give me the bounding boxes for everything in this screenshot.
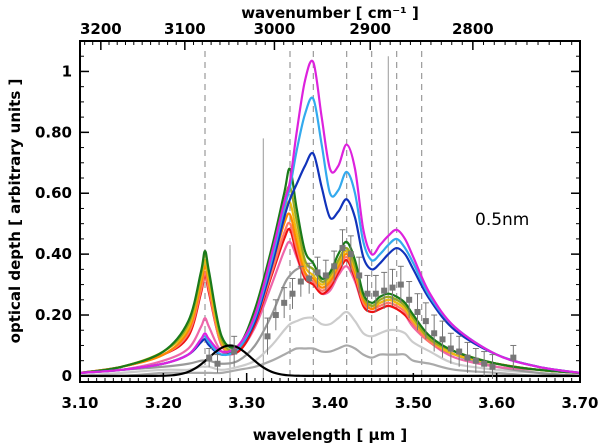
point-marker	[322, 272, 329, 279]
observed-points	[206, 229, 517, 379]
observed-point-24	[439, 320, 446, 358]
observed-point-13	[347, 235, 354, 273]
observed-point-6	[289, 277, 296, 309]
point-marker	[339, 245, 346, 252]
series-line-dark-green	[79, 167, 581, 374]
point-marker	[481, 360, 488, 367]
point-marker	[447, 345, 454, 352]
observed-point-21	[414, 293, 421, 331]
series-line-navy	[79, 151, 581, 374]
top-tick-label-1: 3100	[164, 20, 206, 38]
x-tick-label-6: 3.70	[561, 394, 598, 412]
point-marker	[422, 318, 429, 325]
observed-point-0	[206, 348, 213, 367]
x-tick-label-3: 3.40	[311, 394, 348, 412]
observed-point-18	[389, 268, 396, 306]
observed-point-22	[422, 302, 429, 340]
series-line-gray-3	[79, 344, 581, 378]
observed-point-31	[510, 344, 517, 370]
top-tick-label-0: 3200	[80, 20, 122, 38]
top-tick-label-2: 3000	[254, 20, 296, 38]
observed-point-17	[381, 271, 388, 309]
top-tick-label-4: 2800	[452, 20, 494, 38]
point-marker	[289, 290, 296, 297]
observed-point-8	[306, 262, 313, 294]
point-marker	[414, 308, 421, 315]
point-marker	[431, 330, 438, 337]
observed-point-7	[297, 265, 304, 297]
point-marker	[306, 275, 313, 282]
observed-point-23	[431, 314, 438, 352]
point-marker	[281, 299, 288, 306]
point-marker	[206, 354, 213, 361]
point-marker	[397, 281, 404, 288]
series-line-gray-2	[79, 310, 581, 378]
x-tick-label-1: 3.20	[145, 394, 182, 412]
point-marker	[314, 269, 321, 276]
top-axis-title: wavenumber [ cm⁻¹ ]	[241, 4, 419, 22]
point-marker	[489, 363, 496, 370]
point-marker	[231, 348, 238, 355]
point-marker	[272, 312, 279, 319]
point-marker	[214, 360, 221, 367]
point-marker	[456, 348, 463, 355]
observed-point-2	[231, 335, 238, 367]
y-tick-label-4: 0.80	[35, 123, 72, 141]
x-tick-label-5: 3.60	[478, 394, 515, 412]
y-tick-label-3: 0.60	[35, 184, 72, 202]
point-marker	[347, 251, 354, 258]
observed-point-19	[397, 265, 404, 303]
y-tick-label-5: 1	[62, 62, 72, 80]
y-tick-label-1: 0.20	[35, 306, 72, 324]
point-marker	[264, 333, 271, 340]
point-marker	[389, 284, 396, 291]
observed-point-9	[314, 256, 321, 288]
axis-ticks	[79, 41, 581, 382]
point-marker	[406, 296, 413, 303]
observed-point-30	[489, 354, 496, 379]
y-axis-title: optical depth [ arbitrary units ]	[6, 79, 24, 344]
point-marker	[356, 272, 363, 279]
point-marker	[331, 263, 338, 270]
point-marker	[372, 290, 379, 297]
observed-point-3	[264, 317, 271, 355]
observed-point-20	[406, 281, 413, 319]
point-marker	[439, 336, 446, 343]
observed-point-27	[464, 341, 471, 373]
x-tick-label-2: 3.30	[228, 394, 265, 412]
observed-point-14	[356, 256, 363, 294]
observed-point-25	[447, 332, 454, 364]
observed-point-5	[281, 287, 288, 319]
x-axis-title: wavelength [ µm ]	[253, 426, 408, 444]
point-marker	[464, 354, 471, 361]
point-marker	[381, 287, 388, 294]
observed-point-16	[372, 274, 379, 312]
point-marker	[510, 354, 517, 361]
series-line-salmon	[79, 221, 581, 374]
point-marker	[297, 278, 304, 285]
observed-point-10	[322, 259, 329, 291]
observed-point-15	[364, 274, 371, 312]
y-tick-label-2: 0.40	[35, 245, 72, 263]
point-marker	[364, 290, 371, 297]
observed-point-11	[331, 250, 338, 282]
observed-point-4	[272, 299, 279, 331]
observed-point-12	[339, 229, 346, 267]
series-line-sky-blue	[79, 96, 581, 374]
series-line-magenta	[79, 59, 581, 374]
observed-point-1	[214, 354, 221, 373]
observed-point-29	[481, 351, 488, 376]
point-marker	[472, 357, 479, 364]
x-tick-label-4: 3.50	[395, 394, 432, 412]
tick-labels: 3.10 3.20 3.30 3.40 3.50 3.60 3.70 0 0.20 0.40 0.6…	[35, 20, 599, 412]
x-tick-label-0: 3.10	[61, 394, 98, 412]
size-annotation: 0.5nm	[475, 210, 529, 230]
observed-point-28	[472, 348, 479, 373]
observed-point-26	[456, 335, 463, 367]
top-tick-label-3: 2900	[349, 20, 391, 38]
y-tick-label-0: 0	[62, 367, 72, 385]
